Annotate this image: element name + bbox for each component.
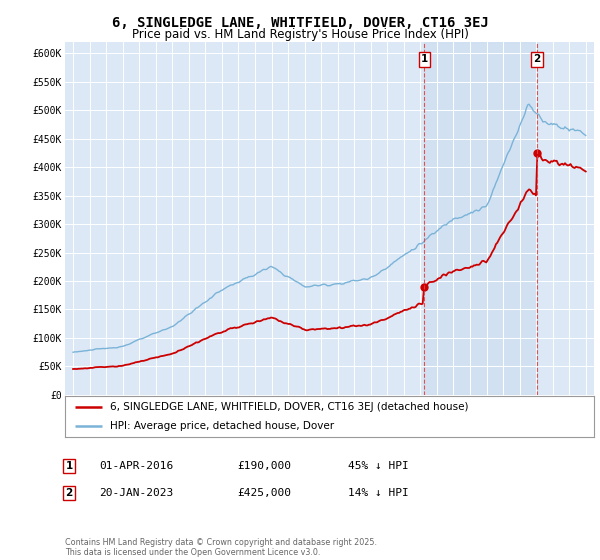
- Text: 1: 1: [421, 54, 428, 64]
- Text: 6, SINGLEDGE LANE, WHITFIELD, DOVER, CT16 3EJ (detached house): 6, SINGLEDGE LANE, WHITFIELD, DOVER, CT1…: [110, 403, 468, 412]
- Text: Contains HM Land Registry data © Crown copyright and database right 2025.
This d: Contains HM Land Registry data © Crown c…: [65, 538, 377, 557]
- Text: 01-APR-2016: 01-APR-2016: [99, 461, 173, 471]
- Text: 2: 2: [533, 54, 541, 64]
- Text: HPI: Average price, detached house, Dover: HPI: Average price, detached house, Dove…: [110, 421, 334, 431]
- Text: £425,000: £425,000: [237, 488, 291, 498]
- Text: 1: 1: [65, 461, 73, 471]
- Text: 2: 2: [65, 488, 73, 498]
- Text: Price paid vs. HM Land Registry's House Price Index (HPI): Price paid vs. HM Land Registry's House …: [131, 28, 469, 41]
- Text: £190,000: £190,000: [237, 461, 291, 471]
- Text: 20-JAN-2023: 20-JAN-2023: [99, 488, 173, 498]
- Text: 45% ↓ HPI: 45% ↓ HPI: [348, 461, 409, 471]
- Bar: [424, 42, 537, 395]
- Text: 14% ↓ HPI: 14% ↓ HPI: [348, 488, 409, 498]
- Text: 6, SINGLEDGE LANE, WHITFIELD, DOVER, CT16 3EJ: 6, SINGLEDGE LANE, WHITFIELD, DOVER, CT1…: [112, 16, 488, 30]
